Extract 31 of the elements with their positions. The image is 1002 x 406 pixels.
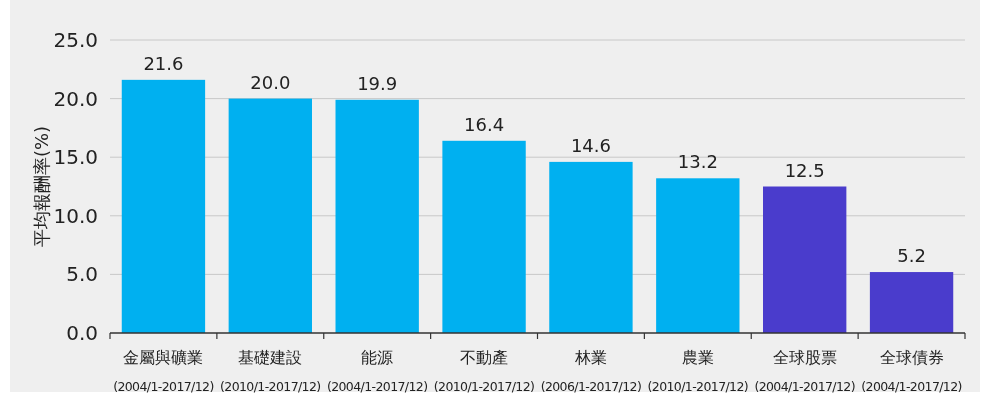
- y-tick-label: 0.0: [66, 321, 98, 345]
- data-label: 20.0: [250, 71, 291, 93]
- x-tick-label: 基礎建設 (2010/1-2017/12): [220, 348, 321, 394]
- data-label: 14.6: [570, 134, 611, 156]
- x-tick-label: 金屬與礦業 (2004/1-2017/12): [113, 348, 214, 394]
- x-tick-label: 全球股票 (2004/1-2017/12): [754, 348, 855, 394]
- bar: [656, 178, 740, 333]
- x-tick-label: 林業 (2006/1-2017/12): [540, 348, 642, 394]
- x-tick-label: 不動產 (2010/1-2017/12): [433, 348, 535, 394]
- bar: [228, 98, 312, 333]
- y-tick-label: 20.0: [53, 86, 98, 111]
- data-label: 16.4: [464, 113, 505, 135]
- y-tick-label: 10.0: [53, 203, 98, 228]
- y-tick-label: 25.0: [53, 28, 98, 52]
- y-tick-label: 5.0: [66, 262, 98, 287]
- bar: [121, 79, 206, 333]
- bar: [549, 161, 633, 333]
- bar: [442, 140, 526, 333]
- x-tick-label: 農業 (2010/1-2017/12): [647, 348, 749, 394]
- y-axis-title: 平均報酬率(%): [31, 125, 52, 248]
- x-tick-label: 能源 (2004/1-2017/12): [326, 348, 428, 394]
- x-tick-label: 全球債券 (2004/1-2017/12): [861, 348, 962, 394]
- data-label: 5.2: [897, 245, 926, 267]
- data-label: 19.9: [357, 72, 398, 94]
- y-tick-label: 15.0: [53, 145, 98, 170]
- data-label: 13.2: [677, 151, 718, 173]
- data-label: 12.5: [784, 159, 825, 181]
- bar: [869, 272, 954, 333]
- bar: [335, 99, 419, 333]
- bar: [763, 186, 847, 333]
- data-label: 21.6: [143, 52, 184, 74]
